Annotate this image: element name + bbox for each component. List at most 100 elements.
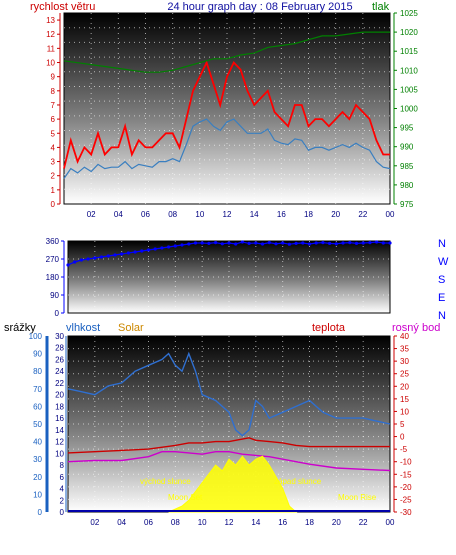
y-left-tick-label: 1 [51,186,56,195]
temp-tick-label: -10 [400,458,412,467]
y-left-tick-label: 5 [51,129,56,138]
wind-series-line [63,60,390,169]
rain-tick-label: 80 [33,367,42,376]
x-tick-label: 14 [250,210,259,219]
y-right-tick-label: 990 [400,143,414,152]
humidity-tick-label: 20 [55,391,64,400]
x-tick-label: 00 [386,210,395,219]
temp-tick-label: -15 [400,470,412,479]
x-tick-label: 02 [87,210,96,219]
y-left-tick-label: 10 [46,59,55,68]
humidity-tick-label: 4 [60,485,65,494]
sunset-annotation: západ slunce [274,477,322,486]
y-left-tick-label: 7 [51,101,56,110]
temp-tick-label: 25 [400,370,409,379]
gust_avg-series-line [63,118,391,179]
x-tick-label: 16 [278,518,287,527]
x-tick-label: 06 [141,210,150,219]
humidity-tick-label: 0 [60,508,65,517]
wind-speed-label: rychlost větru [30,1,95,13]
x-tick-label: 10 [195,210,204,219]
y-right-tick-label: 975 [400,200,414,209]
pressure-series-line [63,31,390,73]
humidity-tick-label: 18 [55,402,64,411]
y-left-tick-label: 11 [47,44,56,53]
direction-tick-label: 90 [50,291,59,300]
temp-tick-label: -25 [400,495,412,504]
rain-tick-label: 90 [33,350,42,359]
rain-tick-label: 20 [33,473,42,482]
temp-tick-label: 35 [400,345,409,354]
compass-label: S [438,274,445,286]
sunrise-annotation: východ slunce [140,477,191,486]
wind-pressure-chart: 0123456789101112139759809859909951000100… [46,9,418,219]
rain-tick-label: 100 [29,332,43,341]
x-tick-label: 18 [304,210,313,219]
temp-tick-label: -20 [400,483,412,492]
moonrise-annotation: Moon Rise [338,493,377,502]
temp-tick-label: 30 [400,357,409,366]
rain-tick-label: 30 [33,455,42,464]
y-left-tick-label: 8 [51,87,56,96]
y-left-tick-label: 9 [51,73,56,82]
y-left-tick-label: 3 [51,158,56,167]
y-right-tick-label: 1025 [400,9,418,18]
x-tick-label: 08 [168,210,177,219]
y-right-tick-label: 995 [400,124,414,133]
x-tick-label: 16 [277,210,286,219]
y-right-tick-label: 1015 [400,47,418,56]
humidity-tick-label: 30 [55,332,64,341]
direction-tick-label: 180 [46,273,60,282]
direction-tick-label: 0 [55,309,60,318]
rain-tick-label: 60 [33,402,42,411]
x-tick-label: 10 [198,518,207,527]
rain-tick-label: 40 [33,438,42,447]
compass-label: E [438,292,445,304]
temp-tick-label: -30 [400,508,412,517]
humidity-tick-label: 8 [60,461,65,470]
rain-tick-label: 50 [33,420,42,429]
x-tick-label: 00 [386,518,395,527]
chart-title: 24 hour graph day : 08 February 2015 [167,1,352,13]
direction-series-line [67,241,390,266]
x-tick-label: 04 [117,518,126,527]
y-right-tick-label: 1010 [400,66,418,75]
temp-tick-label: 10 [400,407,409,416]
y-right-tick-label: 1000 [400,105,418,114]
temp-tick-label: 0 [400,433,405,442]
solar-label: Solar [118,322,144,334]
solar-area [168,455,298,513]
y-left-tick-label: 6 [51,115,56,124]
x-tick-label: 06 [144,518,153,527]
x-tick-label: 12 [223,210,232,219]
compass-label: N [438,238,446,250]
temp-tick-label: 15 [400,395,409,404]
temp-tick-label: -5 [400,445,408,454]
humidity-tick-label: 14 [55,426,64,435]
y-right-tick-label: 1020 [400,28,418,37]
dewpoint-series-line [67,451,391,472]
rain-tick-label: 10 [33,490,42,499]
y-left-tick-label: 13 [46,16,55,25]
humidity-tick-label: 16 [55,414,64,423]
humidity-tick-label: 10 [55,449,64,458]
humidity-tick-label: 12 [55,438,64,447]
humidity-tick-label: 24 [55,367,64,376]
y-left-tick-label: 4 [51,143,56,152]
y-right-tick-label: 980 [400,181,414,190]
x-tick-label: 18 [305,518,314,527]
x-tick-label: 20 [332,518,341,527]
dewpoint-label: rosný bod [392,322,440,334]
x-tick-label: 22 [359,518,368,527]
x-tick-label: 14 [251,518,260,527]
pressure-label: tlak [372,1,390,13]
humidity-temp-chart: 0102030405060708090100024681012141618202… [29,332,412,527]
humidity-tick-label: 28 [55,344,64,353]
y-right-tick-label: 985 [400,162,414,171]
humidity-tick-label: 2 [60,496,65,505]
temp-tick-label: 5 [400,420,405,429]
rain-tick-label: 0 [38,508,43,517]
compass-label: W [438,256,449,268]
